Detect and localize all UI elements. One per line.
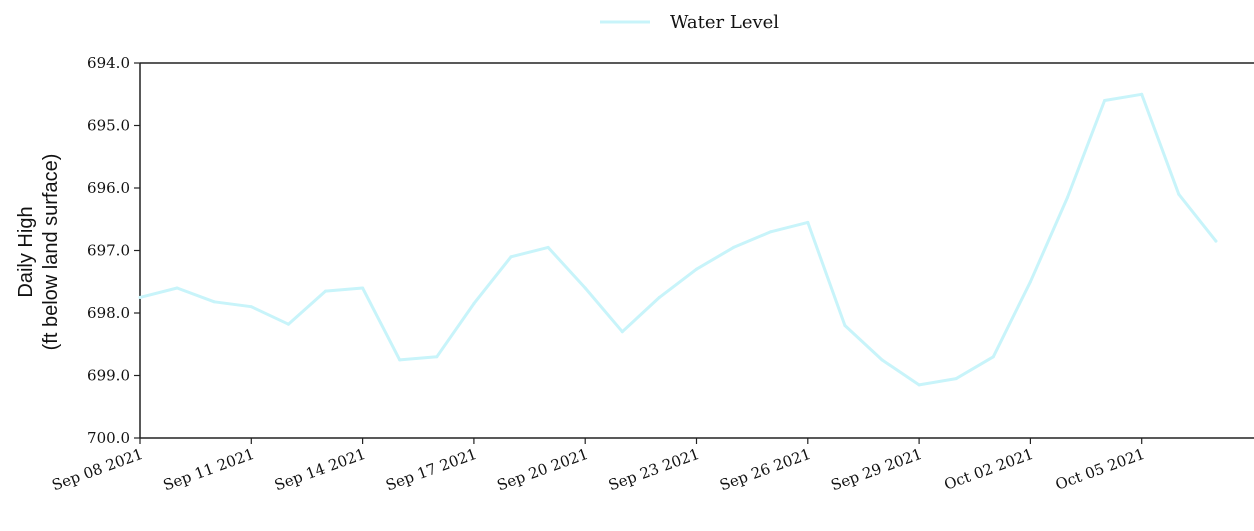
x-axis-ticks: Sep 08 2021 Sep 11 2021 Sep 14 2021 Sep 17 … <box>49 438 1147 494</box>
y-axis-ticks: 694.0 695.0 696.0 697.0 698.0 699.0 700.0 <box>87 54 140 447</box>
data-point <box>954 377 958 381</box>
data-point <box>1214 239 1218 243</box>
data-point <box>917 383 921 387</box>
data-point <box>1103 99 1107 102</box>
y-axis-title-line-2: (ft below land surface) <box>40 154 62 351</box>
data-point <box>286 322 290 326</box>
legend: Water Level <box>600 12 779 33</box>
data-point <box>1066 195 1069 199</box>
data-point <box>546 245 550 249</box>
data-point <box>991 355 995 359</box>
data-point <box>324 289 327 293</box>
data-point <box>657 295 661 299</box>
x-tick-label: Sep 17 2021 <box>383 445 479 495</box>
y-tick-label: 696.0 <box>87 179 130 197</box>
x-tick-label: Oct 05 2021 <box>1053 445 1147 494</box>
y-tick-label: 699.0 <box>87 367 130 385</box>
data-point <box>175 286 179 290</box>
data-point <box>138 295 142 299</box>
legend-label-water-level: Water Level <box>670 12 779 33</box>
y-tick-label: 697.0 <box>87 242 130 260</box>
plot-frame <box>139 62 1254 439</box>
data-point <box>620 330 624 334</box>
data-point <box>583 286 587 290</box>
series-line-water-level <box>138 92 1218 387</box>
data-point <box>769 230 773 234</box>
y-axis-title: Daily High (ft below land surface) <box>15 154 62 351</box>
data-point <box>472 302 476 306</box>
y-tick-label: 700.0 <box>87 429 130 447</box>
x-tick-label: Oct 02 2021 <box>942 445 1036 494</box>
data-point <box>212 300 216 304</box>
y-tick-label: 694.0 <box>87 54 130 72</box>
data-point <box>398 358 402 362</box>
y-axis-title-line-1: Daily High <box>15 206 37 297</box>
data-point <box>806 220 810 224</box>
x-tick-label: Sep 14 2021 <box>272 445 368 495</box>
y-tick-label: 695.0 <box>87 117 130 135</box>
y-tick-label: 698.0 <box>87 304 130 322</box>
series-layer <box>138 92 1218 387</box>
x-tick-label: Sep 26 2021 <box>717 445 813 495</box>
data-point <box>509 255 513 259</box>
data-point <box>880 358 884 362</box>
x-tick-label: Sep 20 2021 <box>495 445 591 495</box>
x-tick-label: Sep 29 2021 <box>829 445 925 495</box>
x-tick-label: Sep 11 2021 <box>161 445 257 495</box>
data-point <box>1140 92 1144 96</box>
data-point <box>732 245 736 249</box>
data-point <box>249 305 253 309</box>
data-point <box>435 355 439 359</box>
data-point <box>1177 192 1181 196</box>
data-point <box>695 267 698 271</box>
data-point <box>1028 280 1032 284</box>
data-point <box>843 324 847 327</box>
x-tick-label: Sep 23 2021 <box>606 445 702 495</box>
x-tick-label: Sep 08 2021 <box>49 445 145 495</box>
data-point <box>361 286 365 290</box>
